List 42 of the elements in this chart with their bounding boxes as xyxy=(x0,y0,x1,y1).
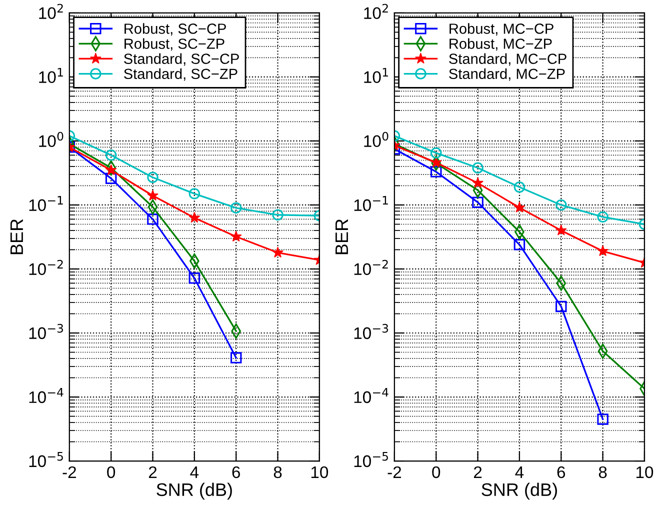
y-tick-label: 10$^{2}$ xyxy=(364,4,388,20)
legend-label: Standard, SC−ZP xyxy=(124,68,238,81)
legend-label: Standard, MC−ZP xyxy=(449,68,565,81)
y-tick-label: 10$^{−1}$ xyxy=(29,196,63,212)
y-tick-label: 10$^{0}$ xyxy=(364,132,388,148)
y-tick-label: 10$^{−2}$ xyxy=(29,260,63,276)
legend-label: Robust, SC−ZP xyxy=(124,38,224,51)
y-axis-title: BER xyxy=(10,219,23,254)
legend-label: Robust, MC−CP xyxy=(450,23,554,36)
x-axis-title: SNR (dB) xyxy=(156,482,232,500)
x-tick-label: 8 xyxy=(274,466,282,478)
y-tick-label: 10$^{−2}$ xyxy=(354,260,388,276)
y-tick-label: 10$^{0}$ xyxy=(39,132,64,148)
legend-label: Robust, MC−ZP xyxy=(450,38,552,51)
x-tick-label: 0 xyxy=(107,466,116,478)
y-tick-label: 10$^{−4}$ xyxy=(29,388,64,404)
y-tick-label: 10$^{−3}$ xyxy=(29,324,64,340)
x-tick-label: 10 xyxy=(636,466,654,478)
x-tick-label: 0 xyxy=(432,466,440,478)
y-tick-label: 10$^{1}$ xyxy=(364,68,388,84)
y-axis-title: BER xyxy=(336,219,348,254)
x-tick-label: 2 xyxy=(474,466,482,478)
y-tick-label: 10$^{−3}$ xyxy=(354,324,388,340)
x-tick-label: 4 xyxy=(515,466,524,478)
x-tick-label: 2 xyxy=(148,466,157,478)
x-tick-label: -2 xyxy=(388,466,402,478)
x-tick-label: 6 xyxy=(557,466,566,478)
x-tick-label: 4 xyxy=(190,466,199,478)
y-tick-label: 10$^{−5}$ xyxy=(354,452,388,468)
y-tick-label: 10$^{−1}$ xyxy=(354,196,388,212)
y-tick-label: 10$^{2}$ xyxy=(39,4,63,20)
legend-label: Standard, SC−CP xyxy=(124,53,239,66)
x-axis-title: SNR (dB) xyxy=(482,482,557,500)
legend-label: Standard, MC−CP xyxy=(449,53,566,66)
y-tick-label: 10$^{−4}$ xyxy=(354,388,388,404)
x-tick-label: 8 xyxy=(598,466,607,478)
legend-label: Robust, SC−CP xyxy=(124,23,226,36)
x-tick-label: 10 xyxy=(311,466,328,478)
y-tick-label: 10$^{−5}$ xyxy=(29,452,63,468)
y-tick-label: 10$^{1}$ xyxy=(39,68,63,84)
x-tick-label: -2 xyxy=(62,466,76,478)
x-tick-label: 6 xyxy=(232,466,240,478)
